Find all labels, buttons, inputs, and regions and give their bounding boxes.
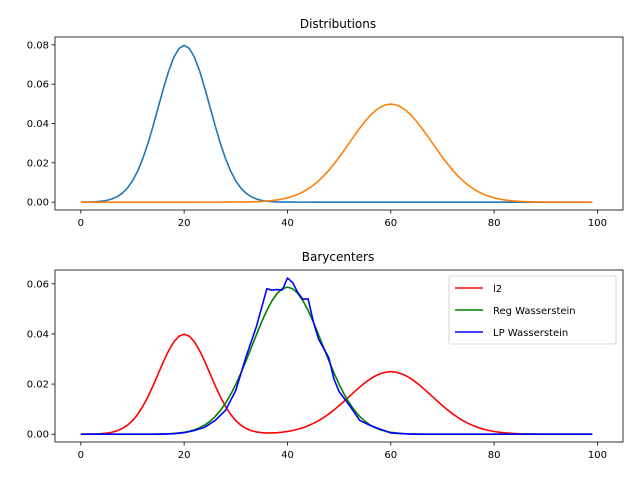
distributions-x-tick-label: 100 [588, 218, 607, 229]
distributions-series-2-line [80, 103, 593, 203]
distributions-y-tick-label: 0.04 [27, 119, 49, 130]
distributions-title: Distributions [300, 17, 376, 31]
distributions-panel: Distributions 0 20 40 60 80 100 0.00 0.02 0.04 0.… [27, 17, 624, 229]
barycenters-y-tick-label: 0.06 [27, 279, 49, 290]
distributions-x-tick-label: 60 [384, 218, 397, 229]
barycenters-title: Barycenters [302, 250, 374, 264]
distributions-y-tick-label: 0.02 [27, 158, 49, 169]
barycenters-panel: Barycenters 0 20 40 60 80 100 0.00 0.02 0.04 0.06… [27, 250, 624, 461]
barycenters-axes-frame [54, 269, 624, 443]
distributions-y-tick-label: 0.00 [27, 198, 49, 209]
legend-reg-wasserstein-label: Reg Wasserstein [493, 306, 576, 317]
distributions-x-tick-label: 0 [78, 218, 84, 229]
legend-box [448, 275, 617, 345]
barycenters-x-tick-label: 100 [588, 450, 607, 461]
legend-lp-wasserstein-label: LP Wasserstein [493, 328, 568, 339]
legend-l2-label: l2 [493, 284, 502, 295]
distributions-x-tick-label: 20 [178, 218, 191, 229]
distributions-x-tick-label: 80 [488, 218, 501, 229]
distributions-y-tick-label: 0.08 [27, 40, 49, 51]
distributions-series-1-line [80, 44, 593, 203]
barycenters-x-tick-label: 0 [78, 450, 84, 461]
distributions-y-tick-label: 0.06 [27, 80, 49, 91]
barycenters-x-tick-label: 40 [281, 450, 294, 461]
distributions-x-tick-label: 40 [281, 218, 294, 229]
barycenters-x-tick-label: 20 [178, 450, 191, 461]
barycenters-y-tick-label: 0.04 [27, 329, 49, 340]
barycenters-y-tick-label: 0.00 [27, 430, 49, 441]
barycenters-legend: l2 Reg Wasserstein LP Wasserstein [448, 275, 617, 345]
barycenters-x-tick-label: 60 [384, 450, 397, 461]
barycenters-l2-line [80, 333, 593, 436]
barycenters-lp-wasserstein-line [80, 277, 593, 436]
barycenters-x-tick-label: 80 [488, 450, 501, 461]
barycenters-y-tick-label: 0.02 [27, 380, 49, 391]
